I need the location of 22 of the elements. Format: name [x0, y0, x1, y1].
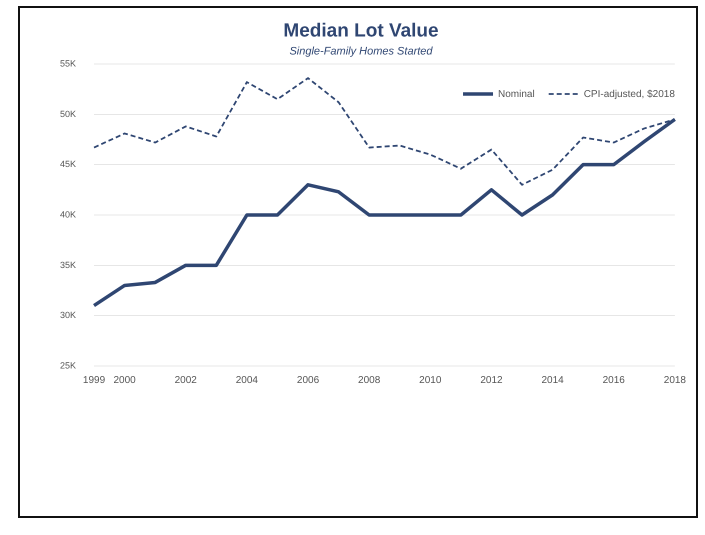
- x-tick-label: 2000: [113, 374, 136, 386]
- y-tick-label: 35K: [60, 260, 76, 270]
- y-tick-label: 55K: [60, 58, 76, 68]
- y-tick-label: 30K: [60, 310, 76, 320]
- x-tick-label: 2002: [174, 374, 198, 386]
- x-tick-label: 2010: [419, 374, 442, 386]
- x-tick-label: 1999: [82, 374, 106, 386]
- x-tick-label: 2006: [296, 374, 320, 386]
- x-tick-label: 2014: [541, 374, 564, 386]
- y-tick-label: 40K: [60, 209, 76, 220]
- chart-subtitle: Single-Family Homes Started: [289, 45, 434, 58]
- x-tick-label: 2018: [664, 374, 686, 386]
- legend-label: Nominal: [498, 88, 535, 100]
- x-tick-label: 2004: [236, 374, 258, 386]
- x-tick-label: 2012: [480, 374, 504, 386]
- x-tick-label: 2008: [358, 374, 381, 386]
- chart-title: Median Lot Value: [283, 20, 439, 42]
- legend-label: CPI-adjusted, $2018: [584, 88, 676, 100]
- x-tick-label: 2016: [602, 374, 626, 386]
- y-tick-label: 50K: [60, 108, 76, 119]
- y-tick-label: 45K: [60, 159, 76, 170]
- y-tick-label: 25K: [60, 360, 76, 370]
